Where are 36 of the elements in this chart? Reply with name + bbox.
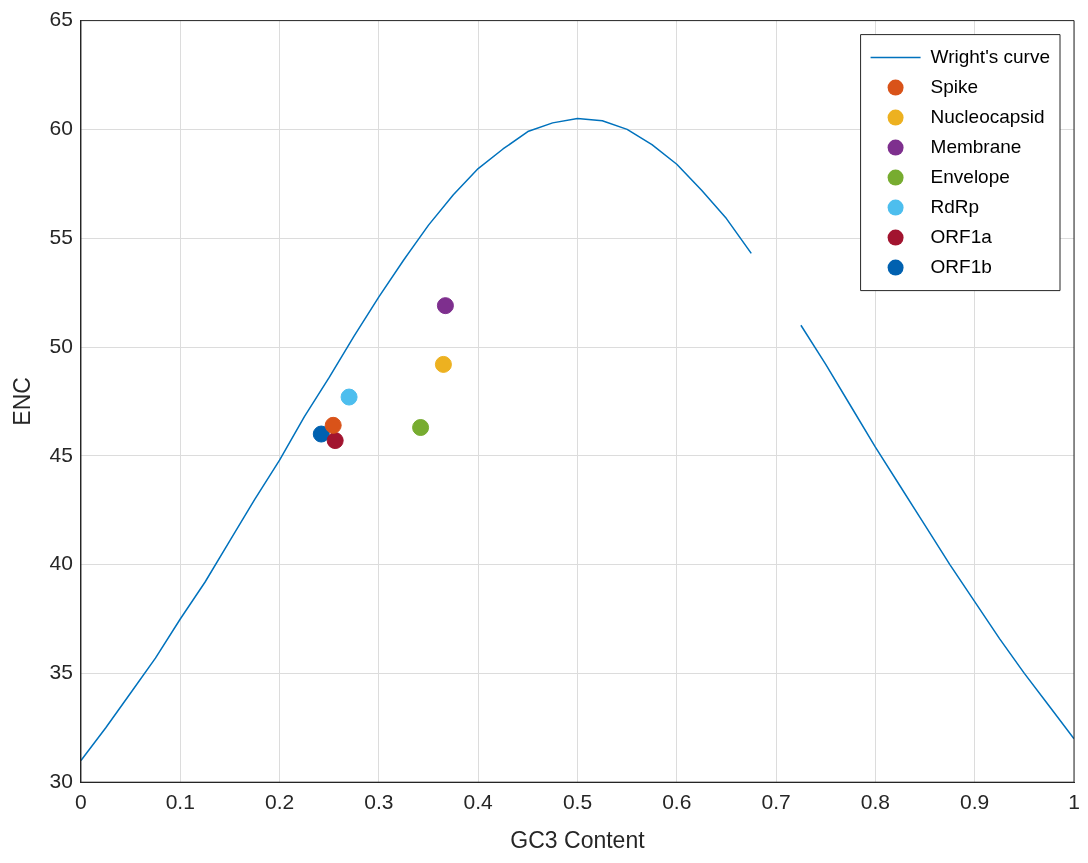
legend-label: Spike — [930, 75, 979, 97]
x-tick-label: 0.9 — [960, 789, 990, 813]
x-tick-label: 0.8 — [860, 789, 890, 813]
x-axis-title: GC3 Content — [510, 826, 646, 853]
x-tick-label: 0.2 — [264, 789, 295, 813]
point — [312, 425, 330, 443]
y-tick-label: 55 — [49, 225, 73, 248]
point — [412, 419, 430, 437]
legend-label: RdRp — [930, 195, 980, 217]
y-axis-title: ENC — [9, 377, 36, 426]
legend-label: ORF1b — [930, 255, 992, 277]
y-tick-label: 65 — [49, 7, 73, 31]
x-tick-label: 0.3 — [364, 789, 394, 813]
legend-label: ORF1a — [930, 225, 993, 247]
y-tick-label: 50 — [49, 333, 73, 357]
x-tick-label: 0.5 — [562, 789, 593, 813]
y-tick-label: 40 — [49, 551, 73, 575]
legend-label: Membrane — [930, 135, 1022, 157]
x-tick-label: 0 — [75, 789, 87, 813]
x-tick-label: 0.6 — [662, 789, 692, 813]
y-tick-label: 45 — [49, 442, 73, 466]
x-tick-label: 0.1 — [165, 789, 195, 813]
legend-label: Nucleocapsid — [930, 105, 1045, 127]
x-tick-label: 0.4 — [463, 789, 494, 813]
y-tick-label: 30 — [49, 769, 73, 792]
legend-label: Envelope — [930, 165, 1010, 187]
point — [434, 355, 452, 373]
point — [436, 297, 454, 315]
y-tick-label: 60 — [49, 116, 73, 140]
x-tick-label: 1 — [1068, 789, 1080, 813]
point — [340, 388, 358, 406]
point — [324, 416, 342, 434]
x-tick-label: 0.7 — [761, 789, 791, 813]
legend-label: Wright's curve — [930, 45, 1050, 67]
y-tick-label: 35 — [49, 660, 73, 684]
point — [326, 432, 344, 450]
